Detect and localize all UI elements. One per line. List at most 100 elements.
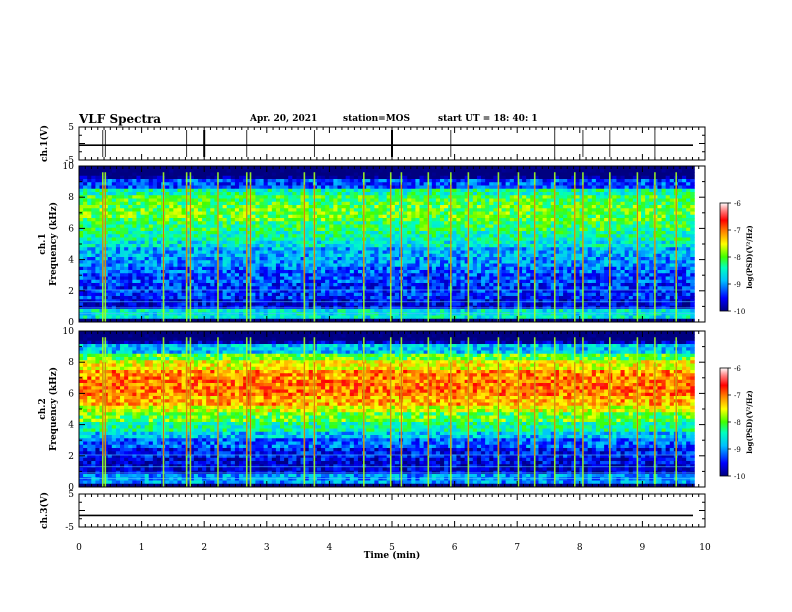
spectrogram-cell <box>641 208 646 212</box>
spectrogram-cell <box>427 214 433 219</box>
spectrogram-cell <box>325 198 330 203</box>
spectrogram-cell <box>452 227 457 232</box>
spectrogram-cell <box>509 218 515 222</box>
spectrogram-cell <box>485 205 490 209</box>
spectrogram-cell <box>202 182 207 186</box>
spectrogram-cell <box>280 231 285 235</box>
spectrogram-cell <box>169 247 174 251</box>
spectrogram-cell <box>419 234 424 238</box>
spectrogram-cell <box>99 172 105 177</box>
spectrogram-cell <box>247 205 252 209</box>
spectrogram-cell <box>238 253 244 258</box>
spectrogram-cell <box>189 201 195 206</box>
spectrogram-cell <box>546 218 552 222</box>
spectrogram-cell <box>489 166 494 170</box>
spectrogram-cell <box>263 234 269 238</box>
spectrogram-cell <box>316 221 322 225</box>
spectrogram-cell <box>382 234 388 238</box>
spectrogram-cell <box>300 224 306 229</box>
spectrogram-cell <box>587 182 593 186</box>
spectrogram-cell <box>353 218 359 222</box>
spectrogram-cell <box>612 195 617 199</box>
spectrogram-cell <box>575 185 580 190</box>
spectrogram-cell <box>460 234 466 238</box>
spectrogram-cell <box>234 257 240 261</box>
spectrogram-cell <box>251 166 256 170</box>
spectrogram-cell <box>665 260 671 264</box>
spectrogram-cell <box>464 244 470 248</box>
spectrogram-cell <box>677 263 683 268</box>
spectrogram-cell <box>468 172 474 177</box>
spectrogram-cell <box>616 179 621 183</box>
spectrogram-cell <box>653 166 658 170</box>
spectrogram-cell <box>284 244 289 248</box>
spectrogram-cell <box>304 175 310 180</box>
spectrogram-cell <box>530 208 535 212</box>
spectrogram-cell <box>571 182 576 186</box>
spectrogram-cell <box>275 266 281 271</box>
spectrogram-cell <box>587 205 593 209</box>
spectrogram-cell <box>173 227 178 232</box>
spectrogram-cell <box>366 234 371 238</box>
spectrogram-cell <box>378 257 383 261</box>
spectrogram-cell <box>485 234 490 238</box>
spectrogram-cell <box>583 224 589 229</box>
spectrogram-cell <box>366 266 371 271</box>
spectrogram-cell <box>366 201 371 206</box>
spectrogram-cell <box>641 214 646 219</box>
spectrogram-cell <box>210 218 215 222</box>
spectrogram-cell <box>288 227 293 232</box>
spectrogram-cell <box>316 205 322 209</box>
spectrogram-cell <box>509 188 515 193</box>
spectrogram-cell <box>181 234 187 238</box>
panel-0-axes: 5-5ch.1(V) <box>39 123 706 166</box>
spectrogram-cell <box>386 227 392 232</box>
spectrogram-cell <box>321 221 326 225</box>
spectrogram-cell <box>522 192 527 196</box>
spectrogram-cell <box>263 247 269 251</box>
spectrogram-cell <box>263 179 269 183</box>
spectrogram-cell <box>657 231 662 235</box>
spectrogram-cell <box>238 257 244 261</box>
spectrogram-cell <box>435 175 441 180</box>
spectrogram-cell <box>435 240 441 245</box>
spectrogram-cell <box>690 188 695 193</box>
spectrogram-cell <box>218 221 223 225</box>
spectrogram-cell <box>497 201 502 206</box>
spectrogram-cell <box>91 166 96 170</box>
spectrogram-cell <box>456 208 461 212</box>
spectrogram-cell <box>292 218 297 222</box>
spectrogram-cell <box>505 172 511 177</box>
spectrogram-cell <box>132 237 137 242</box>
spectrogram-cell <box>493 188 498 193</box>
spectrogram-cell <box>456 266 461 271</box>
spectrogram-cell <box>636 260 642 264</box>
spectrogram-cell <box>690 169 695 173</box>
spectrogram-cell <box>132 263 137 268</box>
spectrogram-cell <box>325 208 330 212</box>
spectrogram-cell <box>444 198 449 203</box>
spectrogram-cell <box>284 201 289 206</box>
spectrogram-cell <box>575 175 580 180</box>
spectrogram-cell <box>107 266 113 271</box>
spectrogram-cell <box>136 188 141 193</box>
spectrogram-cell <box>292 224 297 229</box>
spectrogram-cell <box>337 227 342 232</box>
spectrogram-cell <box>267 237 273 242</box>
spectrogram-cell <box>641 201 646 206</box>
spectrogram-cell <box>522 188 527 193</box>
spectrogram-cell <box>595 244 601 248</box>
spectrogram-cell <box>600 166 605 170</box>
spectrogram-cell <box>292 195 297 199</box>
spectrogram-cell <box>440 185 445 190</box>
spectrogram-cell <box>353 172 359 177</box>
spectrogram-cell <box>579 179 584 183</box>
spectrogram-cell <box>370 224 375 229</box>
spectrogram-cell <box>403 188 408 193</box>
spectrogram-cell <box>403 175 408 180</box>
spectrogram-cell <box>563 253 568 258</box>
spectrogram-cell <box>522 266 527 271</box>
spectrogram-cell <box>193 179 199 183</box>
spectrogram-cell <box>271 214 277 219</box>
spectrogram-cell <box>234 237 240 242</box>
